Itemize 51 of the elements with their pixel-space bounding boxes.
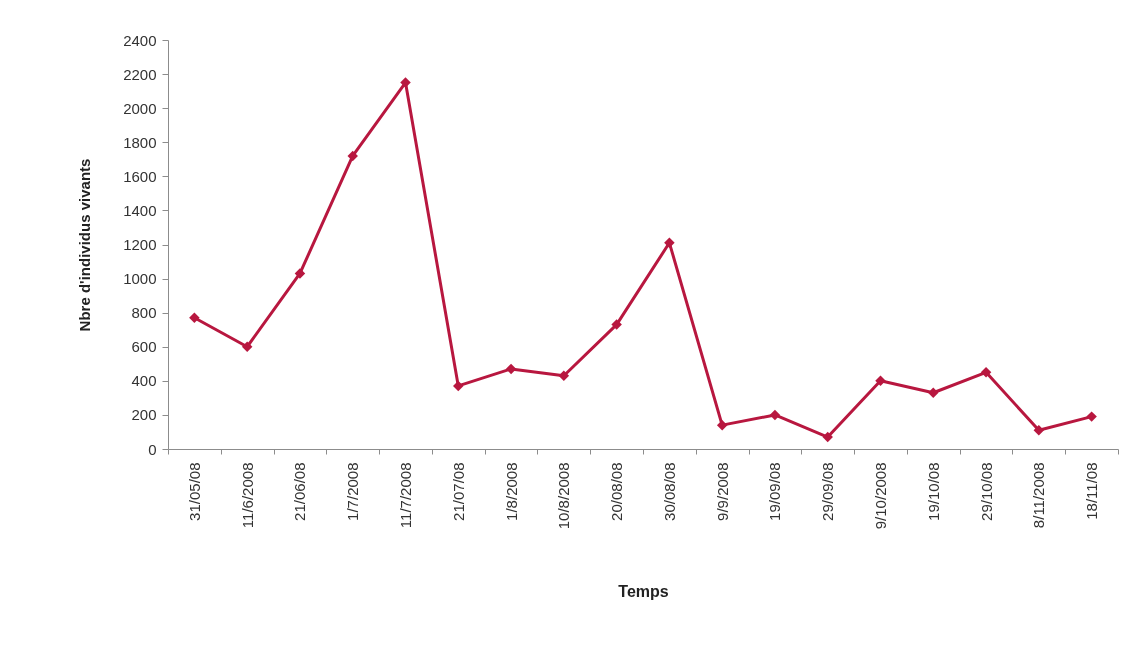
point [875,375,886,387]
point [611,319,622,330]
y-tick-label: 800 [131,304,157,322]
y-tick-label: 600 [131,338,157,356]
x-tick-label: 11/6/2008 [238,462,256,529]
x-tick-label: 21/06/08 [291,462,309,521]
x-axis-title: Temps [618,583,669,601]
point [1033,425,1045,436]
x-tick-label: 18/11/08 [1083,462,1101,520]
x-tick-label: 31/05/08 [185,462,203,521]
y-tick-label: 2200 [123,65,157,83]
point [928,387,939,399]
point [241,341,253,352]
point [664,237,675,249]
x-tick-label: 20/08/08 [608,462,626,521]
point [822,431,833,443]
point [400,77,411,88]
x-tick-label: 29/09/08 [819,462,837,521]
point [1086,411,1097,422]
point [294,268,306,279]
point [980,367,992,378]
x-tick-label: 29/10/08 [977,462,995,521]
y-tick-label: 1000 [123,270,157,288]
point [453,380,464,392]
x-tick-label: 11/7/2008 [397,462,414,529]
y-tick-label: 1200 [123,236,157,253]
point [558,370,570,381]
x-tick-label: 30/08/08 [660,462,678,521]
x-tick-label: 9/9/2008 [713,462,731,521]
point [505,363,517,375]
y-tick-label: 0 [148,440,157,458]
point [347,150,358,162]
y-tick-label: 200 [131,406,157,424]
x-tick-label: 21/07/08 [449,462,467,521]
x-tick-label: 1/8/2008 [502,462,520,521]
point [716,419,728,431]
x-tick-label: 1/7/2008 [344,462,362,521]
y-tick-label: 1800 [123,133,157,151]
x-tick-label: 19/10/08 [924,462,942,521]
y-tick-label: 1600 [123,167,157,185]
x-tick-label: 19/09/08 [766,462,784,521]
y-tick-label: 400 [131,372,157,390]
point [769,409,781,421]
point [189,312,200,324]
y-tick-label: 1400 [123,201,157,219]
y-axis-title: Nbre d'individus vivants [76,158,94,332]
x-tick-label: 9/10/2008 [872,462,889,530]
y-tick-label: 2400 [123,31,157,49]
x-tick-label: 10/8/2008 [555,462,573,530]
y-tick-label: 2000 [123,99,157,117]
x-tick-label: 8/11/2008 [1030,462,1048,529]
